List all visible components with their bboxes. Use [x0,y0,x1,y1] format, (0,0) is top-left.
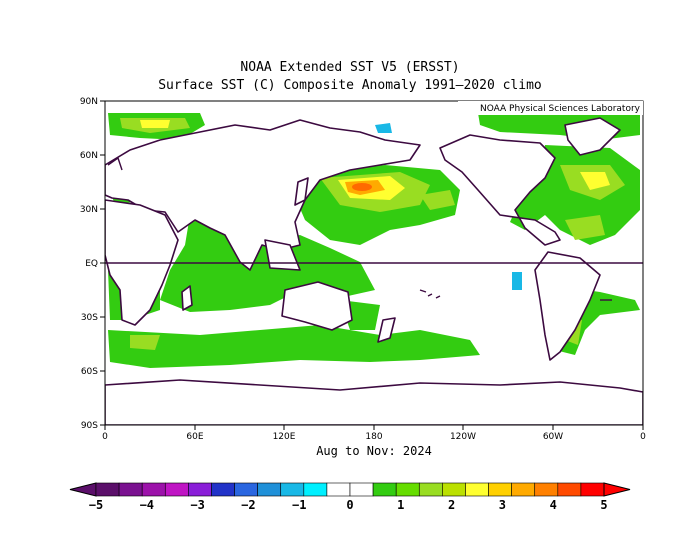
anomaly-arctic-cool [375,123,392,133]
madagascar [181,285,193,311]
islands [107,156,612,301]
colorbar-swatch [211,482,235,497]
lon-label: 60E [186,432,203,442]
colorbar-swatch [303,482,328,497]
anomaly-np-peak [352,183,372,191]
colorbar-swatch [141,482,166,497]
credit-label: NOAA Physical Sciences Laboratory [480,104,641,114]
pacific-islands [419,289,441,299]
colorbar-tick-label: 0 [346,498,353,512]
antarctica-coastline [105,379,643,425]
lon-label: 0 [640,432,646,442]
north-america-coastline [439,134,561,246]
lat-label: 60S [81,367,98,377]
colorbar-tick-label: 1 [397,498,404,512]
colorbar-tick-label: 5 [600,498,607,512]
colorbar-swatch [372,482,397,497]
colorbar-swatch [118,482,143,497]
colorbar [69,482,631,497]
colorbar-tick-label: 3 [499,498,506,512]
colorbar-swatch [465,482,489,497]
colorbar-swatch [280,482,305,497]
anomaly-south-africa [130,335,160,350]
lat-label: EQ [85,259,98,269]
colorbar-tick-label: −2 [241,498,255,512]
lon-label: 60W [543,432,563,442]
colorbar-tick-label: −3 [190,498,204,512]
lat-label: 60N [80,151,98,161]
colorbar-swatch [418,482,443,497]
colorbar-swatch [164,482,189,497]
lon-label: 180 [365,432,382,442]
anomaly-level-3 [352,183,372,191]
lat-label: 90S [81,421,98,431]
colorbar-swatch [326,482,351,497]
colorbar-swatch [557,482,582,497]
colorbar-arrow-right [603,482,631,497]
australia-coastline [281,281,353,331]
lon-label: 120W [450,432,476,442]
colorbar-tick-label: 2 [448,498,455,512]
colorbar-swatch [234,482,258,497]
colorbar-labels: −5 −4 −3 −2 −1 0 1 2 3 4 5 [89,498,608,512]
colorbar-swatch [395,482,420,497]
colorbar-tick-label: −1 [292,498,306,512]
eurasia-coastline [105,119,421,271]
lon-label: 120E [273,432,296,442]
tick-marks [100,100,644,430]
anomaly-sp-cool [512,272,522,290]
anomaly-np-east [420,190,455,210]
colorbar-swatch [442,482,466,497]
colorbar-tick-label: −4 [140,498,154,512]
colorbar-swatch [580,482,605,497]
colorbar-swatch [488,482,512,497]
anomaly-na-warm [580,172,610,190]
anomaly-caribbean [565,215,605,240]
lat-label: 30N [80,205,98,215]
colorbar-tick-label: −5 [89,498,103,512]
japan-coastline [294,177,309,206]
colorbar-swatch [257,482,282,497]
uk-islands [107,156,123,171]
lat-label: 90N [80,97,98,107]
colorbar-swatch [534,482,559,497]
lon-label: 0 [102,432,108,442]
period-label: Aug to Nov: 2024 [316,444,432,458]
longitude-labels: 0 60E 120E 180 120W 60W 0 [102,432,646,442]
colorbar-swatch [95,482,120,497]
latitude-labels: 90N 60N 30N EQ 30S 60S 90S [80,97,98,431]
new-zealand [377,317,396,343]
colorbar-tick-label: 4 [550,498,557,512]
colorbar-arrow-left [69,482,97,497]
greenland-coastline [564,117,621,156]
chart-title: NOAA Extended SST V5 (ERSST) [240,60,460,75]
south-america-coastline [534,251,601,361]
lat-label: 30S [81,313,98,323]
colorbar-swatch [349,482,374,497]
chart-subtitle: Surface SST (C) Composite Anomaly 1991–2… [158,78,542,93]
colorbar-swatch [188,482,212,497]
credit-box [458,101,643,115]
colorbar-swatch [511,482,536,497]
anomaly-barents-warm [140,120,170,128]
